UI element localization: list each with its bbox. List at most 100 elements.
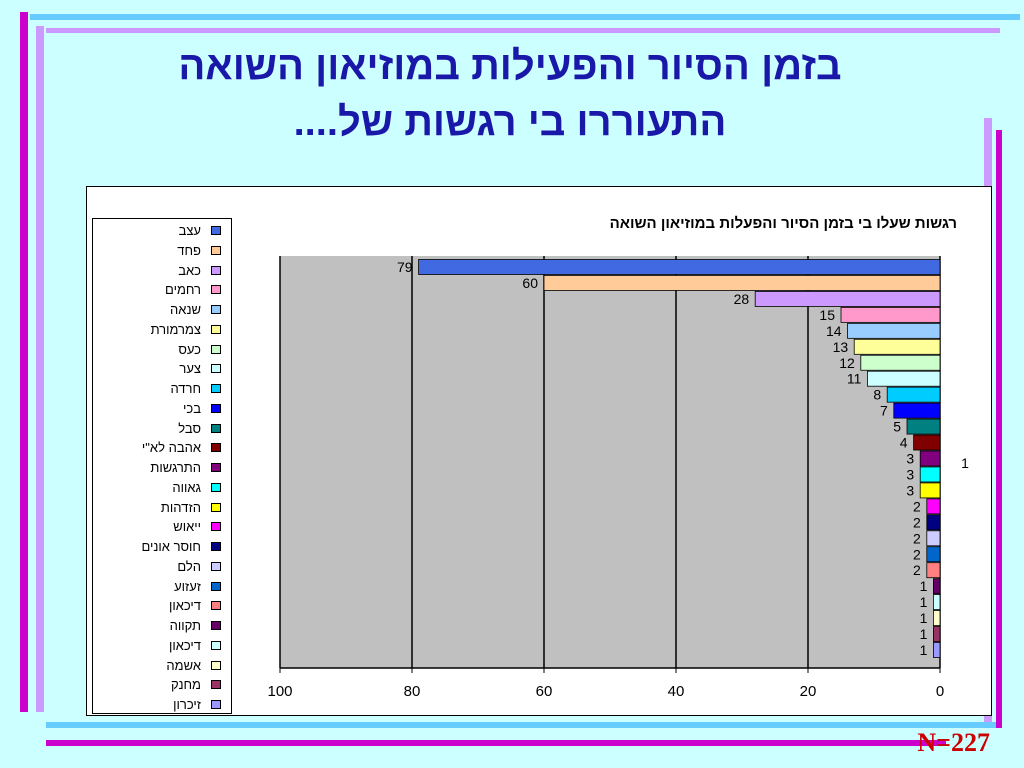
deco-left-bar-magenta [20,12,28,712]
deco-right-bar-magenta [996,130,1002,728]
legend-item: צער [93,359,231,378]
legend-label: עצב [178,223,201,238]
bar-value-label: 14 [826,323,842,339]
legend-item: הלם [93,557,231,576]
legend-label: הזדהות [160,499,201,515]
bar [418,259,941,275]
legend-swatch [211,403,221,413]
legend-swatch [211,324,221,334]
bar [933,626,941,642]
bar-value-label: 11 [847,371,862,387]
legend-swatch [211,305,221,314]
bar-value-label: 7 [880,403,888,419]
legend-label: סבל [178,420,201,436]
bar [867,370,941,387]
legend-swatch [211,601,221,611]
legend-item: חרדה [93,379,231,398]
deco-top-line-magenta [46,28,1000,33]
legend-swatch [211,344,221,354]
x-tick-label: 80 [404,683,421,700]
deco-top-line-cyan [30,14,1020,20]
bar [926,514,941,531]
bar [860,354,941,371]
bar [933,642,941,658]
legend-label: כעס [178,341,201,357]
bar-value-label: 2 [913,514,921,530]
bar [893,402,941,419]
chart-frame: רגשות שעלו בי בזמן הסיור והפעלות במוזיאו… [86,186,992,716]
legend-item: זיכרון [93,695,231,714]
legend-label: מחנק [171,677,201,693]
legend-item: רחמים [93,280,231,299]
legend-item: גאווה [93,478,231,497]
legend-swatch [211,443,221,453]
legend-item: בכי [93,399,231,418]
legend-label: דיכאון [168,637,201,653]
legend-item: כאב [93,261,231,280]
x-tick-label: 0 [936,683,944,700]
bar-value-label: 79 [397,259,413,275]
x-tick-label: 60 [536,683,553,700]
bar [543,275,941,291]
bar [926,562,941,579]
legend-swatch [211,423,221,433]
legend-swatch [211,522,221,532]
legend-swatch [211,285,221,295]
bar-value-label: 1 [920,610,928,626]
bar [919,450,941,467]
legend-item: דיכאון [93,636,231,655]
bar-value-label: 60 [522,275,538,291]
legend-label: ייאוש [173,519,201,535]
bar-value-label: 2 [913,562,921,578]
bar-value-label: 13 [833,339,849,355]
slide-title-line1: בזמן הסיור והפעילות במוזיאון השואה [178,44,842,88]
legend-label: צמרמורת [150,321,201,337]
legend-label: רחמים [165,282,201,298]
legend-item: אשמה [93,656,231,675]
legend-item: מחנק [93,675,231,694]
legend-label: גאווה [172,479,201,495]
bar [853,338,941,355]
legend-swatch [211,364,221,374]
deco-bottom-line-cyan [46,722,996,728]
x-tick-label: 20 [800,683,817,700]
legend-label: דיכאון [168,598,201,614]
bar-value-label: 3 [906,466,914,482]
bar-value-label: 2 [913,498,921,514]
legend-label: תקווה [169,618,201,633]
legend-label: חוסר אונים [141,539,201,554]
legend-label: אהבה לא"י [141,440,201,456]
legend-label: כאב [178,262,201,278]
bar-value-label: 2 [913,530,921,546]
legend-item: עצב [93,221,231,240]
chart-title: רגשות שעלו בי בזמן הסיור והפעלות במוזיאו… [610,215,957,232]
chart-legend: עצב פחד כאב רחמים שנאה צמרמורת כעס צער חרדה בכי סב… [92,218,232,714]
legend-item: צמרמורת [93,320,231,339]
bar [933,610,941,626]
legend-item: שנאה [93,300,231,319]
deco-left-bar-lavender [36,26,44,712]
legend-label: חרדה [170,381,201,396]
bar-value-label: 8 [873,387,881,403]
bar-value-label: 1 [920,642,928,658]
legend-label: צער [179,361,201,377]
legend-item: תקווה [93,616,231,635]
legend-swatch [211,482,221,492]
bar [913,434,941,451]
bar [926,546,941,563]
legend-label: התרגשות [150,460,201,475]
bar [840,306,941,323]
legend-swatch [211,561,221,571]
legend-label: הלם [177,558,201,574]
legend-swatch [211,502,221,512]
slide-title-line2: התעוררו בי רגשות של.... [293,100,727,144]
legend-item: הזדהות [93,498,231,517]
legend-swatch [211,245,221,255]
legend-label: בכי [183,400,201,416]
bar-value-label: 3 [906,482,914,498]
legend-item: זעזוע [93,577,231,596]
bar-value-label: 4 [900,435,908,451]
bar-value-label: 2 [913,546,921,562]
bar [919,466,941,483]
bar-value-label: 5 [893,419,901,435]
